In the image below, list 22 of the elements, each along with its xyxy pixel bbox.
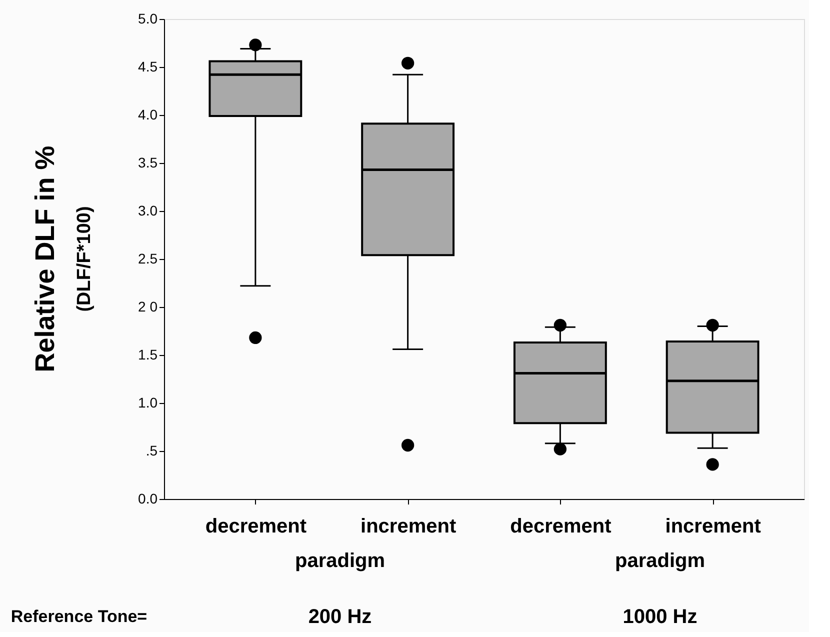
text: 200 Hz (308, 606, 372, 628)
y-axis-title: Relative DLF in % (30, 146, 60, 372)
x-tick-label: decrement (205, 516, 307, 538)
text: (DLF/F*100) (74, 206, 95, 312)
y-tick-label: 5.0 (138, 10, 158, 26)
y-tick-label: 1.5 (138, 346, 158, 362)
y-tick-label: 0.0 (138, 490, 158, 506)
text: 1000 Hz (622, 606, 698, 628)
y-tick-label: 3.5 (138, 154, 158, 170)
y-tick-label: .5 (146, 442, 158, 458)
text: paradigm (294, 550, 386, 572)
y-tick-label: 4.0 (138, 106, 158, 122)
y-tick-label: 3.0 (138, 202, 158, 218)
x-tick-label: increment (665, 516, 762, 538)
text: Reference Tone= (10, 607, 148, 626)
y-tick-label: 2.5 (138, 250, 158, 266)
x-tick-label: increment (360, 516, 456, 538)
x-tick-label: decrement (510, 516, 612, 538)
y-tick-label: 1.0 (138, 394, 158, 410)
y-tick-label: 2 0 (138, 298, 158, 314)
text: paradigm (614, 550, 706, 572)
y-tick-label: 4.5 (138, 58, 158, 74)
